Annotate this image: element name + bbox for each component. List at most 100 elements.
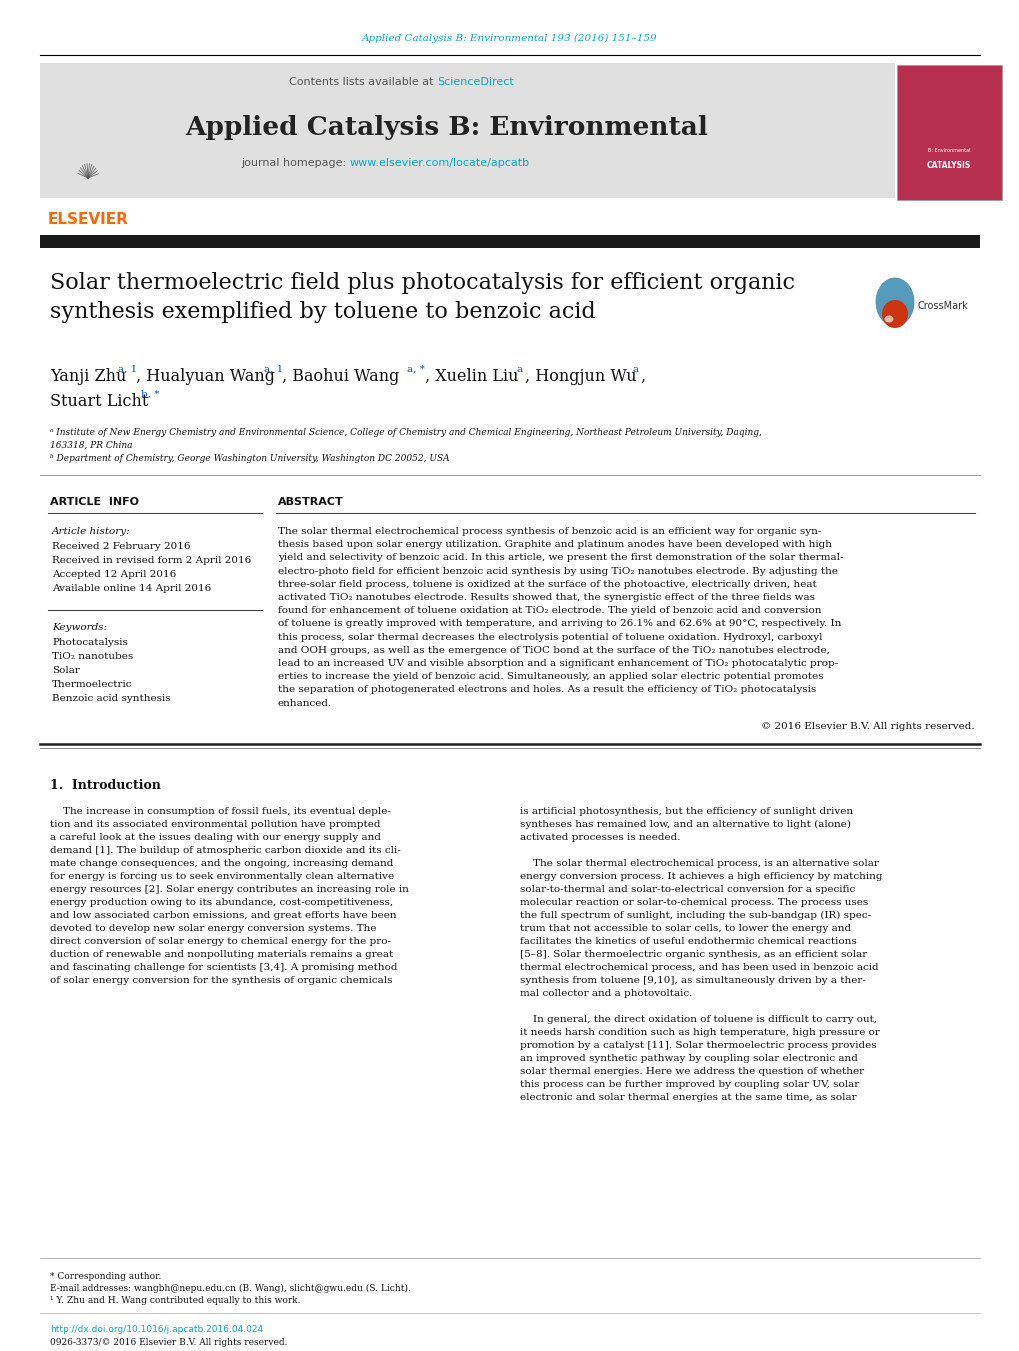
Text: B: Environmental: B: Environmental	[927, 147, 969, 153]
Text: Article history:: Article history:	[52, 527, 130, 536]
Text: 1.  Introduction: 1. Introduction	[50, 778, 161, 792]
Text: promotion by a catalyst [11]. Solar thermoelectric process provides: promotion by a catalyst [11]. Solar ther…	[520, 1040, 875, 1050]
Text: demand [1]. The buildup of atmospheric carbon dioxide and its cli-: demand [1]. The buildup of atmospheric c…	[50, 846, 400, 855]
Text: Applied Catalysis B: Environmental 193 (2016) 151–159: Applied Catalysis B: Environmental 193 (…	[362, 34, 657, 43]
Text: facilitates the kinetics of useful endothermic chemical reactions: facilitates the kinetics of useful endot…	[520, 936, 856, 946]
Text: this process, solar thermal decreases the electrolysis potential of toluene oxid: this process, solar thermal decreases th…	[278, 632, 821, 642]
Text: [5–8]. Solar thermoelectric organic synthesis, as an efficient solar: [5–8]. Solar thermoelectric organic synt…	[520, 950, 866, 959]
Text: TiO₂ nanotubes: TiO₂ nanotubes	[52, 653, 133, 661]
Text: for energy is forcing us to seek environmentally clean alternative: for energy is forcing us to seek environ…	[50, 871, 393, 881]
Text: 0926-3373/© 2016 Elsevier B.V. All rights reserved.: 0926-3373/© 2016 Elsevier B.V. All right…	[50, 1337, 287, 1347]
Text: Benzoic acid synthesis: Benzoic acid synthesis	[52, 694, 170, 703]
Text: tion and its associated environmental pollution have prompted: tion and its associated environmental po…	[50, 820, 380, 828]
Bar	[40, 63, 894, 199]
Text: a: a	[517, 365, 523, 374]
Text: In general, the direct oxidation of toluene is difficult to carry out,: In general, the direct oxidation of tolu…	[520, 1015, 876, 1024]
Text: Available online 14 April 2016: Available online 14 April 2016	[52, 584, 211, 593]
Text: Thermoelectric: Thermoelectric	[52, 680, 132, 689]
Text: The solar thermal electrochemical process, is an alternative solar: The solar thermal electrochemical proces…	[520, 859, 878, 867]
Text: ELSEVIER: ELSEVIER	[48, 212, 128, 227]
Ellipse shape	[875, 278, 913, 326]
Text: ᵇ Department of Chemistry, George Washington University, Washington DC 20052, US: ᵇ Department of Chemistry, George Washin…	[50, 454, 449, 463]
Text: and low associated carbon emissions, and great efforts have been: and low associated carbon emissions, and…	[50, 911, 396, 920]
Text: it needs harsh condition such as high temperature, high pressure or: it needs harsh condition such as high te…	[520, 1028, 879, 1036]
Text: a: a	[633, 365, 639, 374]
Text: enhanced.: enhanced.	[278, 698, 332, 708]
Text: trum that not accessible to solar cells, to lower the energy and: trum that not accessible to solar cells,…	[520, 924, 850, 932]
Text: Photocatalysis: Photocatalysis	[52, 638, 127, 647]
Text: and fascinating challenge for scientists [3,4]. A promising method: and fascinating challenge for scientists…	[50, 963, 397, 971]
Text: electro-photo field for efficient benzoic acid synthesis by using TiO₂ nanotubes: electro-photo field for efficient benzoi…	[278, 566, 838, 576]
Text: three-solar field process, toluene is oxidized at the surface of the photoactive: three-solar field process, toluene is ox…	[278, 580, 816, 589]
Text: is artificial photosynthesis, but the efficiency of sunlight driven: is artificial photosynthesis, but the ef…	[520, 807, 852, 816]
Text: energy production owing to its abundance, cost-competitiveness,: energy production owing to its abundance…	[50, 898, 392, 907]
Text: ¹ Y. Zhu and H. Wang contributed equally to this work.: ¹ Y. Zhu and H. Wang contributed equally…	[50, 1296, 301, 1305]
Text: electronic and solar thermal energies at the same time, as solar: electronic and solar thermal energies at…	[520, 1093, 856, 1102]
Text: energy conversion process. It achieves a high efficiency by matching: energy conversion process. It achieves a…	[520, 871, 881, 881]
Text: the full spectrum of sunlight, including the sub-bandgap (IR) spec-: the full spectrum of sunlight, including…	[520, 911, 870, 920]
Text: Accepted 12 April 2016: Accepted 12 April 2016	[52, 570, 176, 580]
Text: www.elsevier.com/locate/apcatb: www.elsevier.com/locate/apcatb	[350, 158, 530, 168]
Text: solar-to-thermal and solar-to-electrical conversion for a specific: solar-to-thermal and solar-to-electrical…	[520, 885, 854, 894]
Text: http://dx.doi.org/10.1016/j.apcatb.2016.04.024: http://dx.doi.org/10.1016/j.apcatb.2016.…	[50, 1325, 263, 1333]
Text: Stuart Licht: Stuart Licht	[50, 393, 148, 409]
Text: The solar thermal electrochemical process synthesis of benzoic acid is an effici: The solar thermal electrochemical proces…	[278, 527, 820, 536]
Text: Received in revised form 2 April 2016: Received in revised form 2 April 2016	[52, 557, 251, 565]
Text: CATALYSIS: CATALYSIS	[926, 161, 970, 169]
Text: thesis based upon solar energy utilization. Graphite and platinum anodes have be: thesis based upon solar energy utilizati…	[278, 540, 832, 550]
Text: molecular reaction or solar-to-chemical process. The process uses: molecular reaction or solar-to-chemical …	[520, 898, 867, 907]
Text: a, 1: a, 1	[264, 365, 283, 374]
Text: mal collector and a photovoltaic.: mal collector and a photovoltaic.	[520, 989, 692, 998]
Text: ABSTRACT: ABSTRACT	[278, 497, 343, 507]
Text: activated processes is needed.: activated processes is needed.	[520, 832, 680, 842]
Text: a careful look at the issues dealing with our energy supply and: a careful look at the issues dealing wit…	[50, 832, 381, 842]
Text: CrossMark: CrossMark	[917, 301, 968, 311]
Text: Solar: Solar	[52, 666, 79, 676]
Text: ᵃ Institute of New Energy Chemistry and Environmental Science, College of Chemis: ᵃ Institute of New Energy Chemistry and …	[50, 428, 761, 450]
Text: , Xuelin Liu: , Xuelin Liu	[425, 367, 518, 385]
Text: mate change consequences, and the ongoing, increasing demand: mate change consequences, and the ongoin…	[50, 859, 393, 867]
Text: an improved synthetic pathway by coupling solar electronic and: an improved synthetic pathway by couplin…	[520, 1054, 857, 1063]
Text: erties to increase the yield of benzoic acid. Simultaneously, an applied solar e: erties to increase the yield of benzoic …	[278, 673, 822, 681]
Text: E-mail addresses: wangbh@nepu.edu.cn (B. Wang), slicht@gwu.edu (S. Licht).: E-mail addresses: wangbh@nepu.edu.cn (B.…	[50, 1283, 411, 1293]
Text: a, 1: a, 1	[118, 365, 138, 374]
Text: this process can be further improved by coupling solar UV, solar: this process can be further improved by …	[520, 1079, 858, 1089]
Text: devoted to develop new solar energy conversion systems. The: devoted to develop new solar energy conv…	[50, 924, 376, 932]
Text: the separation of photogenerated electrons and holes. As a result the efficiency: the separation of photogenerated electro…	[278, 685, 815, 694]
Text: , Hualyuan Wang: , Hualyuan Wang	[136, 367, 275, 385]
Text: , Baohui Wang: , Baohui Wang	[281, 367, 399, 385]
Text: activated TiO₂ nanotubes electrode. Results showed that, the synergistic effect : activated TiO₂ nanotubes electrode. Resu…	[278, 593, 814, 603]
Text: Yanji Zhu: Yanji Zhu	[50, 367, 126, 385]
Text: The increase in consumption of fossil fuels, its eventual deple-: The increase in consumption of fossil fu…	[50, 807, 390, 816]
Text: ,: ,	[639, 367, 644, 385]
Text: journal homepage:: journal homepage:	[242, 158, 350, 168]
Text: found for enhancement of toluene oxidation at TiO₂ electrode. The yield of benzo: found for enhancement of toluene oxidati…	[278, 607, 820, 615]
Text: solar thermal energies. Here we address the question of whether: solar thermal energies. Here we address …	[520, 1067, 863, 1075]
Text: , Hongjun Wu: , Hongjun Wu	[525, 367, 636, 385]
Ellipse shape	[881, 300, 907, 328]
Text: energy resources [2]. Solar energy contributes an increasing role in: energy resources [2]. Solar energy contr…	[50, 885, 409, 894]
Text: © 2016 Elsevier B.V. All rights reserved.: © 2016 Elsevier B.V. All rights reserved…	[760, 721, 974, 731]
Text: duction of renewable and nonpolluting materials remains a great: duction of renewable and nonpolluting ma…	[50, 950, 393, 959]
Text: Keywords:: Keywords:	[52, 623, 107, 632]
Text: Contents lists available at: Contents lists available at	[288, 77, 436, 86]
Text: Solar thermoelectric field plus photocatalysis for efficient organic
synthesis e: Solar thermoelectric field plus photocat…	[50, 272, 794, 323]
Ellipse shape	[883, 316, 893, 323]
Bar	[896, 65, 1001, 200]
Text: b, *: b, *	[141, 390, 159, 399]
Text: * Corresponding author.: * Corresponding author.	[50, 1273, 161, 1281]
Text: lead to an increased UV and visible absorption and a significant enhancement of : lead to an increased UV and visible abso…	[278, 659, 838, 667]
Text: Received 2 February 2016: Received 2 February 2016	[52, 542, 191, 551]
Text: of toluene is greatly improved with temperature, and arriving to 26.1% and 62.6%: of toluene is greatly improved with temp…	[278, 619, 841, 628]
Text: a, *: a, *	[407, 365, 424, 374]
Text: thermal electrochemical process, and has been used in benzoic acid: thermal electrochemical process, and has…	[520, 963, 877, 971]
Text: and OOH groups, as well as the emergence of TiOC bond at the surface of the TiO₂: and OOH groups, as well as the emergence…	[278, 646, 829, 655]
Text: direct conversion of solar energy to chemical energy for the pro-: direct conversion of solar energy to che…	[50, 936, 390, 946]
Text: synthesis from toluene [9,10], as simultaneously driven by a ther-: synthesis from toluene [9,10], as simult…	[520, 975, 865, 985]
Bar	[40, 235, 979, 249]
Text: yield and selectivity of benzoic acid. In this article, we present the first dem: yield and selectivity of benzoic acid. I…	[278, 554, 843, 562]
Text: ScienceDirect: ScienceDirect	[436, 77, 514, 86]
Text: Applied Catalysis B: Environmental: Applied Catalysis B: Environmental	[185, 115, 708, 139]
Text: ARTICLE  INFO: ARTICLE INFO	[50, 497, 139, 507]
Text: of solar energy conversion for the synthesis of organic chemicals: of solar energy conversion for the synth…	[50, 975, 392, 985]
